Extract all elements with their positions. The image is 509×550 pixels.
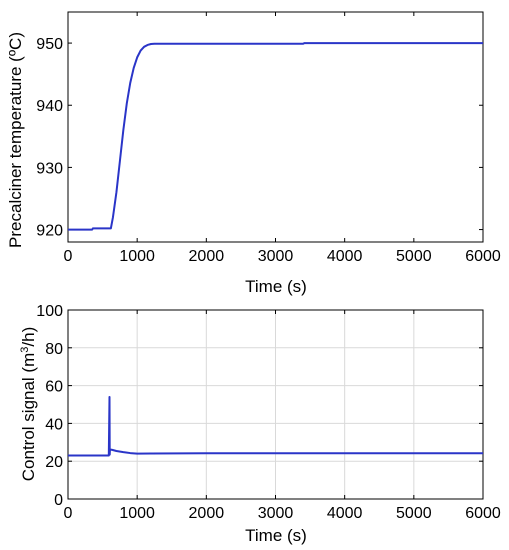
temperature-x-tick-label: 3000 bbox=[258, 248, 294, 265]
temperature-x-axis-label: Time (s) bbox=[245, 277, 307, 296]
temperature-series-line bbox=[68, 42, 483, 231]
control-signal-x-tick-label: 6000 bbox=[465, 505, 501, 522]
temperature-y-tick-label: 950 bbox=[36, 36, 63, 53]
control-signal-x-axis-label: Time (s) bbox=[245, 526, 307, 545]
control-signal-series-line bbox=[68, 395, 483, 457]
control-signal-x-tick-label: 2000 bbox=[189, 505, 225, 522]
control-signal-y-label-part-1: Control signal (m bbox=[19, 353, 38, 482]
temperature-x-tick-label: 6000 bbox=[465, 248, 501, 265]
control-signal-grid bbox=[68, 310, 483, 499]
control-signal-y-tick-label: 0 bbox=[54, 492, 63, 509]
temperature-y-tick-label: 920 bbox=[36, 223, 63, 240]
control-signal-y-tick-label: 20 bbox=[45, 454, 63, 471]
temperature-y-tick-label: 930 bbox=[36, 160, 63, 177]
control-signal-y-tick-label: 100 bbox=[36, 303, 63, 320]
control-signal-ticks: 0 1000 2000 3000 4000 5000 6000 0 20 40 60 80 100 bbox=[36, 303, 501, 522]
control-signal-y-tick-label: 40 bbox=[45, 416, 63, 433]
control-signal-x-tick-label: 5000 bbox=[396, 505, 432, 522]
control-signal-y-label-superscript: 3 bbox=[19, 347, 31, 353]
control-signal-x-tick-label: 3000 bbox=[258, 505, 294, 522]
temperature-x-tick-label: 4000 bbox=[327, 248, 363, 265]
temperature-plot: 0 1000 2000 3000 4000 5000 6000 920 930 940 950 Ti… bbox=[6, 11, 501, 296]
temperature-x-tick-label: 5000 bbox=[396, 248, 432, 265]
temperature-ticks: 0 1000 2000 3000 4000 5000 6000 920 930 940 950 bbox=[36, 12, 501, 265]
control-signal-y-axis-label: Control signal (m3/h) bbox=[19, 327, 38, 481]
temperature-series-group bbox=[68, 42, 483, 231]
control-signal-y-tick-label: 80 bbox=[45, 341, 63, 358]
temperature-x-tick-label: 0 bbox=[64, 248, 73, 265]
control-signal-y-label-part-2: /h) bbox=[19, 327, 38, 347]
control-signal-x-tick-label: 0 bbox=[64, 505, 73, 522]
control-signal-y-tick-label: 60 bbox=[45, 379, 63, 396]
temperature-y-axis-label: Precalciner temperature (ºC) bbox=[6, 32, 25, 248]
control-signal-plot: 0 1000 2000 3000 4000 5000 6000 0 20 40 60 80 100 Ti… bbox=[19, 303, 501, 545]
control-signal-x-tick-label: 4000 bbox=[327, 505, 363, 522]
temperature-y-tick-label: 940 bbox=[36, 98, 63, 115]
temperature-x-tick-label: 2000 bbox=[189, 248, 225, 265]
control-signal-series-group bbox=[68, 395, 483, 457]
temperature-x-tick-label: 1000 bbox=[119, 248, 155, 265]
control-signal-x-tick-label: 1000 bbox=[119, 505, 155, 522]
